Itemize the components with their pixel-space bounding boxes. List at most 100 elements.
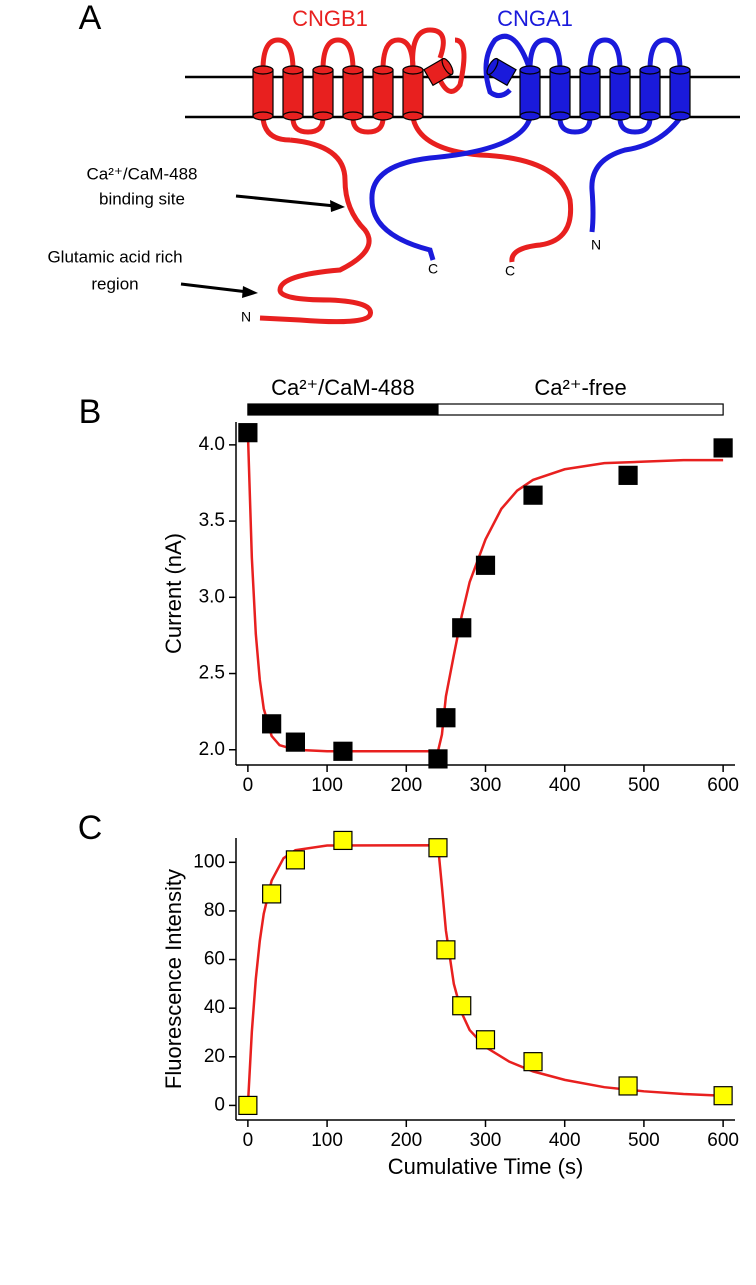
data-point bbox=[428, 838, 448, 858]
helix-top bbox=[639, 65, 661, 75]
condition-bar bbox=[247, 403, 439, 416]
x-tick-label: 300 bbox=[470, 775, 502, 796]
y-tick-label: 60 bbox=[204, 949, 225, 970]
helix-bottom bbox=[402, 111, 424, 121]
data-point bbox=[262, 714, 282, 734]
y-tick-label: 3.0 bbox=[199, 586, 225, 607]
data-point bbox=[333, 741, 353, 761]
data-point bbox=[436, 940, 456, 960]
y-tick-label: 80 bbox=[204, 900, 225, 921]
tilted-helix bbox=[486, 57, 517, 87]
data-point bbox=[523, 1052, 543, 1072]
diagram: A CNGB1 CNGA1 Ca²⁺/CaM-488 bin bbox=[47, 0, 740, 325]
helix bbox=[312, 69, 334, 117]
helix bbox=[402, 69, 424, 117]
annotation: binding site bbox=[99, 189, 185, 208]
arrow-head bbox=[242, 286, 258, 298]
helix-top bbox=[579, 65, 601, 75]
helix bbox=[609, 69, 631, 117]
helix-bottom bbox=[282, 111, 304, 121]
helix-top bbox=[441, 57, 454, 76]
y-tick-label: 3.5 bbox=[199, 510, 225, 531]
y-tick-label: 100 bbox=[193, 851, 225, 872]
x-tick-label: 500 bbox=[628, 775, 660, 796]
helix bbox=[252, 69, 274, 117]
arrow bbox=[180, 282, 249, 294]
cngb1-chain bbox=[259, 27, 574, 325]
channel-label: CNGA1 bbox=[497, 6, 573, 31]
data-point bbox=[713, 438, 733, 458]
y-tick-label: 20 bbox=[204, 1046, 225, 1067]
helix-bottom bbox=[519, 111, 541, 121]
y-tick-label: 0 bbox=[214, 1094, 225, 1115]
data-point bbox=[618, 465, 638, 485]
condition-label: Ca²⁺-free bbox=[534, 375, 626, 400]
data-point bbox=[333, 830, 353, 851]
helix-top bbox=[312, 65, 334, 75]
data-point bbox=[713, 1086, 733, 1106]
panel-label: C bbox=[78, 809, 103, 847]
arrow-head bbox=[330, 200, 345, 212]
helix-bottom bbox=[579, 111, 601, 121]
cnga1-chain bbox=[369, 33, 683, 261]
helix-top bbox=[609, 65, 631, 75]
fit-line bbox=[246, 432, 724, 753]
data-point bbox=[452, 618, 472, 638]
annotation: region bbox=[91, 274, 138, 293]
helix-bottom bbox=[312, 111, 334, 121]
helix-top bbox=[282, 65, 304, 75]
terminus: N bbox=[591, 237, 601, 253]
data-point bbox=[262, 884, 282, 904]
data-point bbox=[436, 708, 456, 728]
data-point bbox=[523, 485, 543, 505]
fit-line bbox=[246, 844, 724, 1106]
x-tick-label: 600 bbox=[707, 1130, 739, 1151]
x-tick-label: 300 bbox=[470, 1130, 502, 1151]
data-point bbox=[285, 732, 306, 752]
y-tick-label: 4.0 bbox=[199, 434, 225, 455]
condition-label: Ca²⁺/CaM-488 bbox=[271, 375, 415, 400]
data-point bbox=[452, 996, 472, 1016]
helix bbox=[579, 69, 601, 117]
channel-label: CNGB1 bbox=[292, 6, 368, 31]
x-tick-label: 200 bbox=[390, 775, 422, 796]
helix bbox=[519, 69, 541, 117]
x-tick-label: 0 bbox=[243, 1130, 254, 1151]
helix bbox=[669, 69, 691, 117]
x-tick-label: 500 bbox=[628, 1130, 660, 1151]
helix-top bbox=[549, 65, 571, 75]
x-axis-label: Cumulative Time (s) bbox=[388, 1154, 584, 1179]
annotation: Glutamic acid rich bbox=[47, 247, 182, 266]
data-point bbox=[238, 1095, 258, 1116]
helix-bottom bbox=[252, 111, 274, 121]
x-tick-label: 600 bbox=[707, 775, 739, 796]
helix-bottom bbox=[372, 111, 394, 121]
y-tick-label: 2.0 bbox=[199, 739, 225, 760]
helix-top bbox=[669, 65, 691, 75]
x-tick-label: 100 bbox=[311, 1130, 343, 1151]
helix bbox=[372, 69, 394, 117]
y-tick-label: 2.5 bbox=[199, 663, 225, 684]
x-tick-label: 400 bbox=[549, 1130, 581, 1151]
terminus: C bbox=[505, 263, 515, 279]
x-tick-label: 200 bbox=[390, 1130, 422, 1151]
helix-bottom bbox=[549, 111, 571, 121]
helix bbox=[342, 69, 364, 117]
data-point bbox=[475, 1030, 496, 1050]
data-point bbox=[428, 749, 448, 769]
arrow bbox=[235, 194, 336, 208]
helix-top bbox=[486, 57, 499, 76]
terminus: N bbox=[241, 309, 251, 325]
x-tick-label: 100 bbox=[311, 775, 343, 796]
helix-bottom bbox=[669, 111, 691, 121]
helix bbox=[639, 69, 661, 117]
y-axis-label: Fluorescence Intensity bbox=[161, 869, 186, 1089]
condition-bar bbox=[437, 403, 724, 416]
cylinders bbox=[252, 57, 691, 121]
x-tick-label: 0 bbox=[243, 775, 254, 796]
helix-top bbox=[372, 65, 394, 75]
data-point bbox=[618, 1076, 638, 1096]
panel-label: B bbox=[79, 393, 102, 431]
data-point bbox=[238, 423, 258, 443]
